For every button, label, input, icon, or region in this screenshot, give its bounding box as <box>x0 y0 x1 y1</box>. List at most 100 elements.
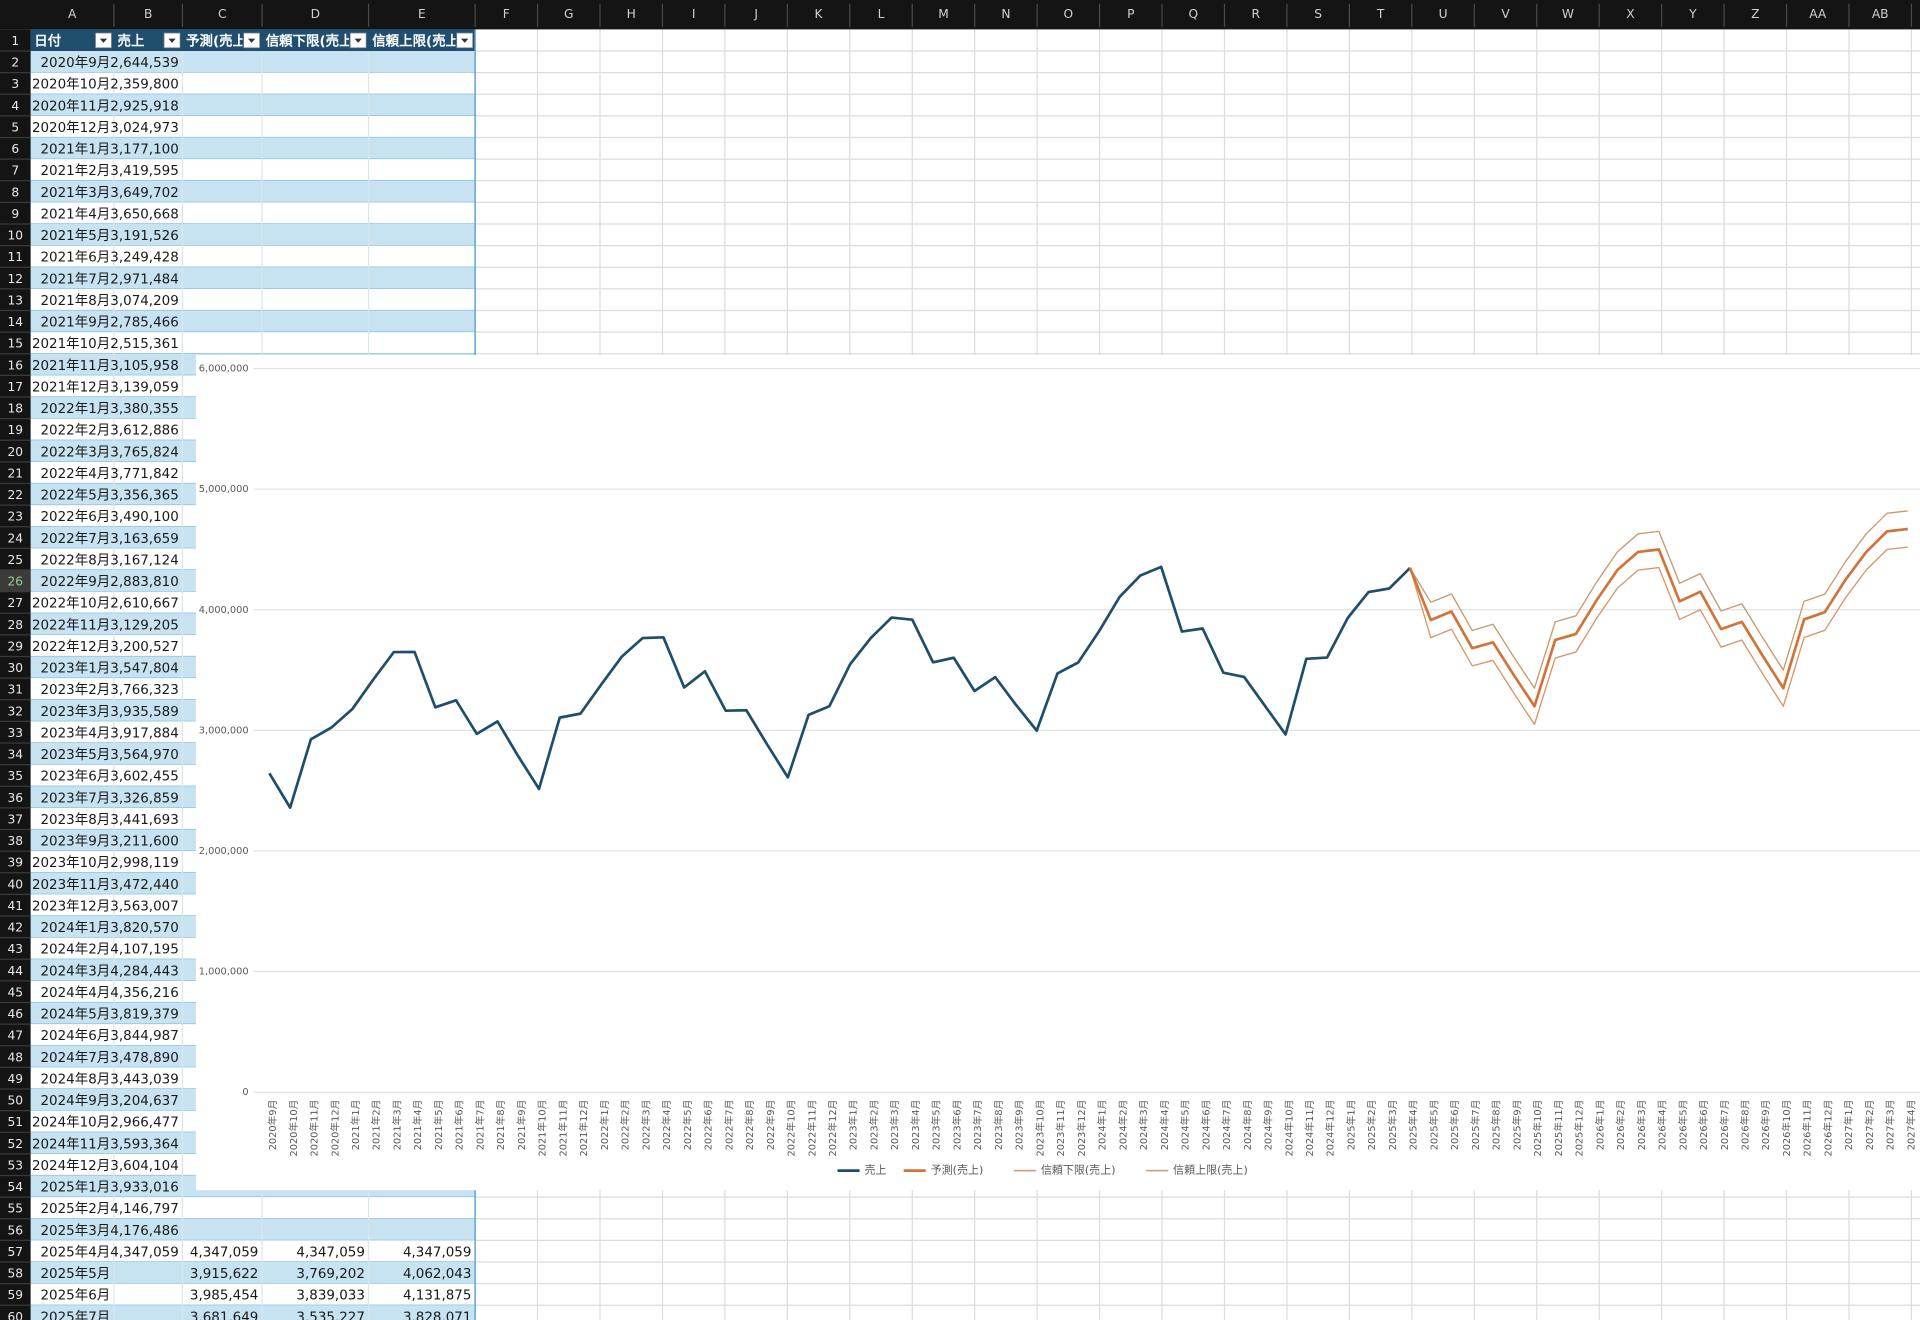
column-header[interactable]: B <box>144 7 152 21</box>
table-cell: 2021年3月 <box>41 185 111 201</box>
column-header[interactable]: AA <box>1809 7 1827 21</box>
row-header[interactable]: 50 <box>8 1094 24 1108</box>
table-row-band <box>30 332 476 354</box>
row-header[interactable]: 8 <box>11 185 19 199</box>
row-header[interactable]: 12 <box>8 272 24 286</box>
column-header[interactable]: E <box>418 7 426 21</box>
row-header[interactable]: 33 <box>8 726 24 740</box>
row-header[interactable]: 2 <box>11 56 19 70</box>
row-header[interactable]: 58 <box>8 1267 24 1281</box>
row-header[interactable]: 27 <box>8 596 24 610</box>
column-header[interactable]: H <box>627 7 636 21</box>
column-header[interactable]: V <box>1501 7 1510 21</box>
row-header[interactable]: 20 <box>8 445 24 459</box>
row-header[interactable]: 40 <box>8 877 24 891</box>
column-header[interactable]: O <box>1064 7 1074 21</box>
row-header[interactable]: 10 <box>8 229 24 243</box>
row-header[interactable]: 51 <box>8 1115 24 1129</box>
row-header[interactable]: 7 <box>11 164 19 178</box>
row-header[interactable]: 9 <box>11 207 19 221</box>
row-header[interactable]: 42 <box>8 921 24 935</box>
column-header[interactable]: N <box>1001 7 1010 21</box>
row-header[interactable]: 16 <box>8 358 24 372</box>
x-tick-label: 2024年11月 <box>1303 1100 1316 1157</box>
column-header[interactable]: R <box>1251 7 1260 21</box>
row-header[interactable]: 43 <box>8 942 24 956</box>
column-header[interactable]: Q <box>1188 7 1198 21</box>
column-header[interactable]: X <box>1626 7 1634 21</box>
column-header[interactable]: U <box>1439 7 1448 21</box>
chart-area[interactable] <box>195 355 1920 1191</box>
row-header[interactable]: 15 <box>8 337 24 351</box>
row-header[interactable]: 46 <box>8 1007 24 1021</box>
table-cell: 2022年6月 <box>41 509 111 525</box>
row-header[interactable]: 34 <box>8 748 24 762</box>
row-header[interactable]: 49 <box>8 1072 24 1086</box>
row-header[interactable]: 24 <box>8 531 24 545</box>
row-header[interactable]: 38 <box>8 834 24 848</box>
row-header[interactable]: 32 <box>8 704 24 718</box>
column-header[interactable]: AB <box>1872 7 1889 21</box>
row-header[interactable]: 26 <box>8 575 24 589</box>
row-header[interactable]: 4 <box>11 99 19 113</box>
row-header[interactable]: 35 <box>8 769 24 783</box>
x-tick-label: 2025年7月 <box>1469 1100 1482 1151</box>
column-header[interactable]: K <box>815 7 824 21</box>
table-cell: 3,490,100 <box>110 510 178 525</box>
row-header[interactable]: 36 <box>8 791 24 805</box>
column-header[interactable]: A <box>68 7 77 21</box>
row-header[interactable]: 54 <box>8 1180 24 1194</box>
row-header[interactable]: 39 <box>8 856 24 870</box>
row-header[interactable]: 19 <box>8 423 24 437</box>
row-header[interactable]: 5 <box>11 120 19 134</box>
column-header[interactable]: D <box>311 7 320 21</box>
column-header[interactable]: W <box>1562 7 1574 21</box>
row-header[interactable]: 53 <box>8 1158 24 1172</box>
row-header[interactable]: 11 <box>8 250 24 264</box>
row-header[interactable]: 28 <box>8 618 24 632</box>
column-header[interactable]: G <box>564 7 573 21</box>
row-header[interactable]: 22 <box>8 488 24 502</box>
column-header[interactable]: F <box>503 7 510 21</box>
row-header[interactable]: 21 <box>8 466 24 480</box>
row-header[interactable]: 6 <box>11 142 19 156</box>
column-header[interactable]: S <box>1314 7 1322 21</box>
row-header[interactable]: 47 <box>8 1029 24 1043</box>
table-cell: 3,167,124 <box>110 553 178 568</box>
column-header[interactable]: Y <box>1688 7 1697 21</box>
column-header[interactable]: T <box>1376 7 1385 21</box>
column-header[interactable]: I <box>692 7 696 21</box>
row-header[interactable]: 17 <box>8 380 24 394</box>
column-header[interactable]: J <box>753 7 758 21</box>
row-header[interactable]: 14 <box>8 315 24 329</box>
column-header[interactable]: L <box>878 7 885 21</box>
row-header[interactable]: 45 <box>8 985 24 999</box>
row-header[interactable]: 37 <box>8 812 24 826</box>
table-row-band <box>30 137 476 160</box>
row-header[interactable]: 52 <box>8 1137 24 1151</box>
column-header[interactable]: M <box>938 7 949 21</box>
column-header[interactable]: Z <box>1751 7 1759 21</box>
row-header[interactable]: 60 <box>8 1310 24 1320</box>
row-header[interactable]: 3 <box>11 77 19 91</box>
row-header[interactable]: 48 <box>8 1050 24 1064</box>
row-header[interactable]: 59 <box>8 1288 24 1302</box>
table-cell: 2021年9月 <box>41 315 111 331</box>
column-header[interactable]: C <box>218 7 227 21</box>
x-tick-label: 2027年2月 <box>1863 1100 1876 1151</box>
table-cell: 2025年2月 <box>41 1201 111 1217</box>
row-header[interactable]: 1 <box>11 34 19 48</box>
row-header[interactable]: 31 <box>8 683 24 697</box>
row-header[interactable]: 57 <box>8 1245 24 1259</box>
row-header[interactable]: 29 <box>8 639 24 653</box>
row-header[interactable]: 23 <box>8 510 24 524</box>
row-header[interactable]: 56 <box>8 1223 24 1237</box>
row-header[interactable]: 55 <box>8 1202 24 1216</box>
row-header[interactable]: 18 <box>8 402 24 416</box>
row-header[interactable]: 41 <box>8 899 24 913</box>
row-header[interactable]: 30 <box>8 661 24 675</box>
row-header[interactable]: 13 <box>8 293 24 307</box>
row-header[interactable]: 25 <box>8 553 24 567</box>
column-header[interactable]: P <box>1127 7 1134 21</box>
row-header[interactable]: 44 <box>8 964 24 978</box>
